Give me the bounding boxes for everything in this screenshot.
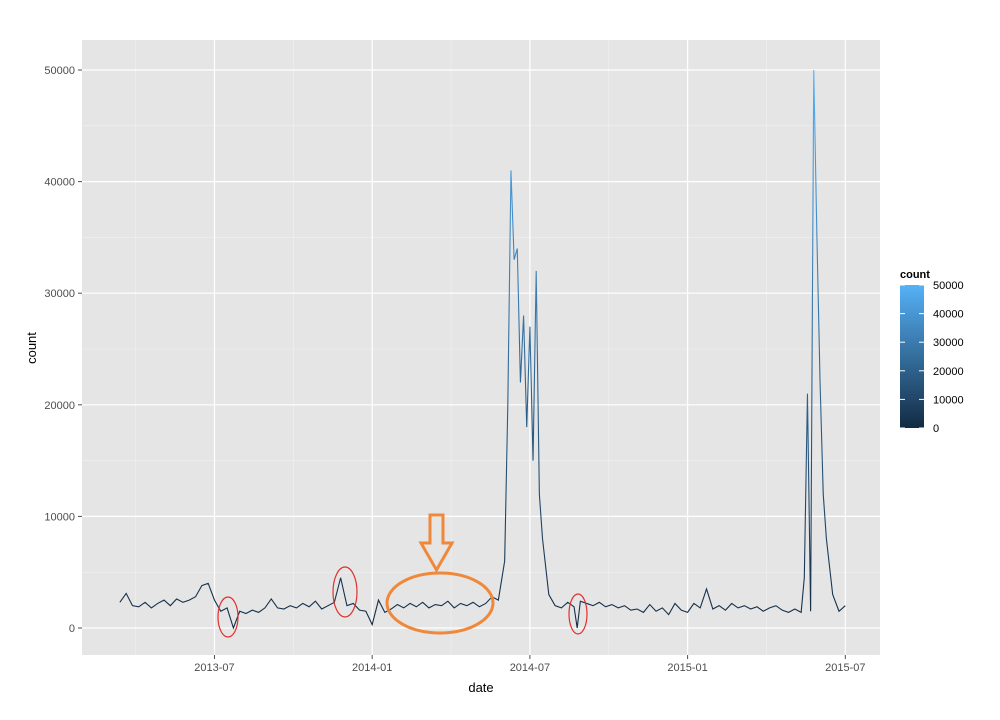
- colorbar: [900, 285, 924, 428]
- x-axis-title: date: [468, 680, 493, 695]
- y-tick-label: 30000: [44, 288, 75, 300]
- x-tick-label: 2014-07: [510, 662, 550, 674]
- data-line: [119, 70, 846, 630]
- x-tick-label: 2014-01: [352, 662, 392, 674]
- x-tick-label: 2015-07: [825, 662, 865, 674]
- legend-title: count: [900, 269, 930, 281]
- y-tick-label: 10000: [44, 511, 75, 523]
- annotation-circle: [217, 596, 239, 638]
- y-tick-label: 50000: [44, 65, 75, 77]
- y-tick-label: 20000: [44, 400, 75, 412]
- y-tick-label: 0: [69, 623, 75, 635]
- annotation-arrow: [418, 513, 455, 574]
- colorbar-label: 20000: [933, 366, 964, 378]
- colorbar-label: 10000: [933, 394, 964, 406]
- y-tick-label: 40000: [44, 177, 75, 189]
- colorbar-label: 50000: [933, 280, 964, 292]
- annotation-ellipse: [385, 571, 495, 635]
- y-axis-title: count: [24, 332, 39, 364]
- colorbar-label: 30000: [933, 337, 964, 349]
- x-tick-label: 2013-07: [194, 662, 234, 674]
- annotation-circle: [332, 566, 358, 618]
- colorbar-label: 0: [933, 423, 939, 435]
- x-tick-label: 2015-01: [667, 662, 707, 674]
- plot-panel: [82, 40, 880, 655]
- colorbar-label: 40000: [933, 309, 964, 321]
- annotation-circle: [568, 593, 588, 635]
